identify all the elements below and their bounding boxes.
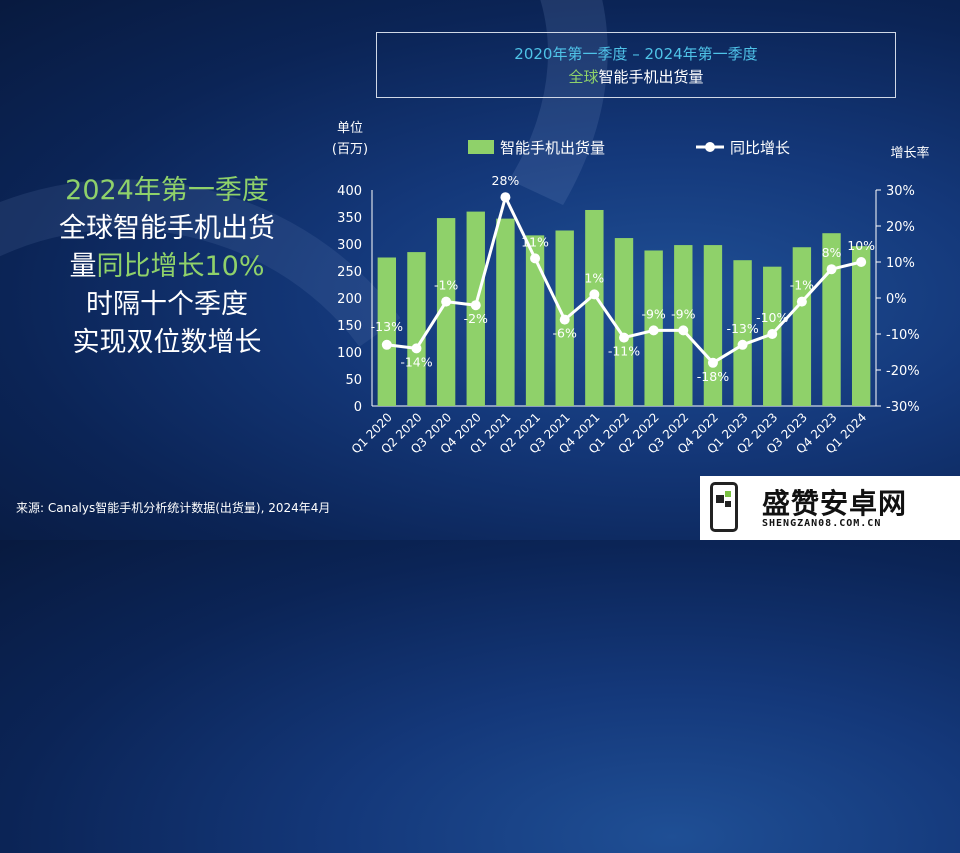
headline-line3-highlight: 同比增长10% xyxy=(96,251,265,282)
chart-title-rest: 智能手机出货量 xyxy=(598,68,704,86)
chart-title-box: 2020年第一季度 – 2024年第一季度 全球智能手机出货量 xyxy=(376,32,896,98)
growth-data-label: -1% xyxy=(790,278,814,293)
y-left-tick-label: 250 xyxy=(337,265,362,280)
headline-line3: 量同比增长10% xyxy=(22,248,312,286)
headline-line5: 实现双位数增长 xyxy=(72,327,262,358)
growth-data-label: -10% xyxy=(756,310,788,325)
chart-title-line1: 2020年第一季度 – 2024年第一季度 xyxy=(514,45,758,63)
y-right-tick-label: 20% xyxy=(886,220,915,235)
combo-chart: 0 50 100 150 200 250 300 350 400 -30% -20% -10% 0% 10… xyxy=(332,121,929,415)
growth-data-label: -14% xyxy=(400,354,432,369)
legend-line-marker xyxy=(705,142,715,152)
growth-point xyxy=(441,296,452,307)
y-left-tick-label: 300 xyxy=(337,238,362,253)
growth-data-label: -9% xyxy=(671,306,695,321)
growth-point xyxy=(737,339,748,350)
logo-name: 盛赞安卓网 xyxy=(762,487,908,520)
bar xyxy=(733,260,752,406)
legend-line-label: 同比增长 xyxy=(730,139,790,157)
y-left-tick-label: 350 xyxy=(337,211,362,226)
growth-data-label: 10% xyxy=(847,238,875,253)
headline-line3-prefix: 量 xyxy=(69,251,97,282)
growth-point xyxy=(796,296,807,307)
growth-data-label: 28% xyxy=(492,173,520,188)
chart-title-highlight: 全球 xyxy=(568,68,599,86)
growth-point xyxy=(530,253,541,264)
growth-point xyxy=(767,329,778,339)
bar xyxy=(496,218,515,406)
growth-point xyxy=(381,339,392,350)
bar xyxy=(703,245,723,406)
chart-title-line2: 全球智能手机出货量 xyxy=(377,66,895,87)
headline-line4: 时隔十个季度 xyxy=(86,289,248,320)
y-right-tick-label: -30% xyxy=(886,400,920,415)
y-left-axis-title: 单位 xyxy=(337,121,363,136)
y-left-tick-label: 50 xyxy=(345,373,362,388)
y-left-tick-label: 100 xyxy=(337,346,362,361)
growth-point xyxy=(589,289,600,300)
phone-logo-icon xyxy=(710,482,738,532)
y-right-tick-label: -20% xyxy=(886,364,920,379)
y-right-axis-title: 增长率 xyxy=(890,145,929,161)
bar xyxy=(792,247,812,406)
growth-point xyxy=(678,325,689,336)
growth-point xyxy=(648,325,659,336)
growth-point xyxy=(559,314,570,325)
growth-point xyxy=(707,357,718,368)
bar xyxy=(614,238,634,406)
growth-point xyxy=(470,300,481,311)
growth-data-label: -13% xyxy=(726,321,758,336)
y-right-tick-label: -10% xyxy=(886,328,920,343)
bar xyxy=(525,235,545,406)
growth-data-label: -9% xyxy=(641,306,665,321)
y-left-tick-label: 150 xyxy=(337,319,362,334)
bar xyxy=(407,252,426,406)
growth-data-label: -2% xyxy=(464,311,488,326)
growth-point xyxy=(500,192,511,203)
legend-bar-label: 智能手机出货量 xyxy=(500,139,605,157)
headline-line2: 全球智能手机出货 xyxy=(59,213,275,244)
growth-data-label: -6% xyxy=(553,326,577,341)
growth-data-label: -11% xyxy=(608,344,640,359)
site-logo[interactable]: 盛赞安卓网 SHENGZAN08.COM.CN xyxy=(700,476,960,540)
headline-line1: 2024年第一季度 xyxy=(65,175,269,206)
growth-data-label: -1% xyxy=(434,278,458,293)
logo-url: SHENGZAN08.COM.CN xyxy=(762,518,882,529)
growth-data-label: -13% xyxy=(371,319,403,334)
y-right-tick-label: 10% xyxy=(886,256,915,271)
y-left-tick-label: 0 xyxy=(354,400,362,415)
legend-bar-swatch xyxy=(468,140,494,154)
growth-point xyxy=(856,257,867,267)
y-left-tick-label: 200 xyxy=(337,292,362,307)
growth-point xyxy=(411,343,422,354)
growth-data-label: 1% xyxy=(584,270,604,285)
bar xyxy=(436,218,456,406)
y-right-tick-label: 30% xyxy=(886,184,915,199)
growth-point xyxy=(619,332,629,343)
growth-data-label: 11% xyxy=(521,234,549,249)
source-note: 来源: Canalys智能手机分析统计数据(出货量), 2024年4月 xyxy=(16,501,331,515)
growth-data-label: 8% xyxy=(822,245,842,260)
growth-point xyxy=(826,264,837,275)
y-left-tick-label: 400 xyxy=(337,184,362,199)
headline: 2024年第一季度 全球智能手机出货 量同比增长10% 时隔十个季度 实现双位数… xyxy=(22,172,312,362)
bar xyxy=(377,257,397,406)
y-left-axis-title: (百万) xyxy=(332,142,368,157)
growth-data-label: -18% xyxy=(697,369,729,384)
y-right-tick-label: 0% xyxy=(886,292,907,307)
bar xyxy=(851,246,871,406)
bar xyxy=(585,209,604,406)
